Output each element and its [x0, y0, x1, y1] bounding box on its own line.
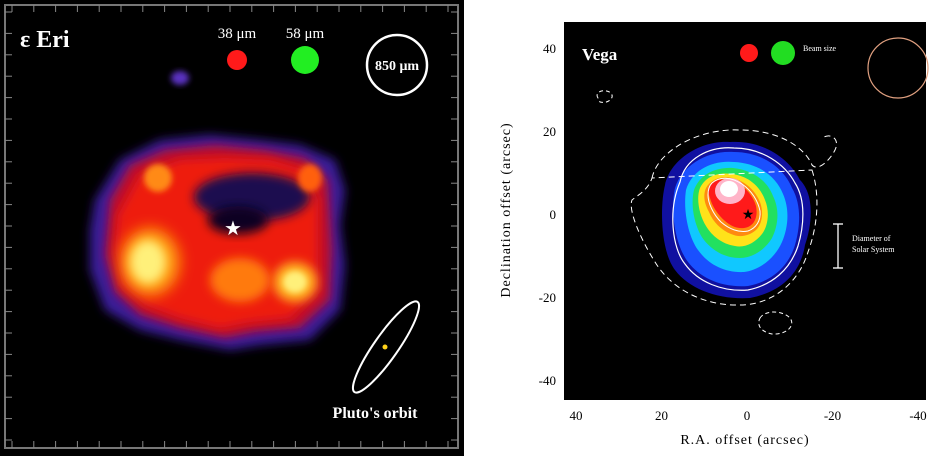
beam-38-marker [227, 50, 247, 70]
y-axis-label: Declination offset (arcsec) [499, 122, 514, 297]
white-contour-2 [707, 177, 761, 232]
x-tick-label: -20 [824, 408, 841, 423]
vega-disk-image [596, 90, 837, 335]
panel-title-vega: Vega [582, 45, 618, 64]
star-marker-vega: ★ [742, 208, 755, 223]
background-blob [171, 71, 189, 85]
ring-hole-core [208, 206, 268, 234]
bright-clump-west-core [130, 240, 166, 284]
clump-northeast [298, 164, 322, 192]
x-tick-label: 0 [744, 408, 751, 423]
star-marker-eps-eri: ★ [224, 218, 242, 240]
solar-system-scale-bar: Diameter of Solar System [833, 223, 895, 269]
bright-clump-east-core [283, 271, 307, 293]
x-tick-label: 20 [655, 408, 668, 423]
beam-label-58: 58 μm [286, 26, 325, 42]
y-tick-label: -40 [539, 373, 556, 388]
beam-size-circle [867, 37, 929, 99]
scale-bar-label-line2: Solar System [852, 245, 895, 254]
x-axis-label: R.A. offset (arcsec) [680, 433, 809, 448]
dust-ring-image [90, 71, 345, 350]
sun-dot [382, 344, 388, 350]
clump-northwest [144, 164, 172, 192]
dashed-noise-contour-2 [758, 311, 793, 335]
vega-axes: 40 20 0 -20 -40 40 20 0 -20 -40 [539, 41, 927, 423]
beam-green-marker [771, 41, 795, 65]
scale-bar-label-line1: Diameter of [852, 234, 891, 243]
beam-label-38: 38 μm [218, 26, 257, 42]
x-tick-label: -40 [909, 408, 926, 423]
orbit-label: Pluto's orbit [333, 405, 419, 422]
bright-clump-south [210, 258, 270, 302]
contour-peak [720, 181, 738, 197]
panel-title-eps-eri: ε Eri [20, 27, 70, 53]
beam-58-marker [291, 46, 319, 74]
beam-red-marker [740, 44, 758, 62]
y-tick-label: 40 [543, 41, 556, 56]
pluto-orbit-ellipse [351, 300, 421, 394]
dashed-outer-contour [630, 129, 837, 306]
beam-size-label: Beam size [803, 44, 837, 53]
y-tick-label: 0 [550, 207, 557, 222]
beam-850-circle [365, 33, 429, 97]
beam-label-850: 850 μm [375, 59, 419, 74]
y-tick-label: -20 [539, 290, 556, 305]
white-contour-1 [672, 147, 804, 291]
y-tick-label: 20 [543, 124, 556, 139]
tick-marks [5, 5, 458, 448]
vega-panel: ★ Vega Beam size Diameter of Solar Syste… [499, 22, 929, 448]
x-tick-label: 40 [570, 408, 583, 423]
eps-eri-panel: ★ ε Eri 38 μm 58 μm 850 μm Pluto's orbit [0, 0, 464, 456]
